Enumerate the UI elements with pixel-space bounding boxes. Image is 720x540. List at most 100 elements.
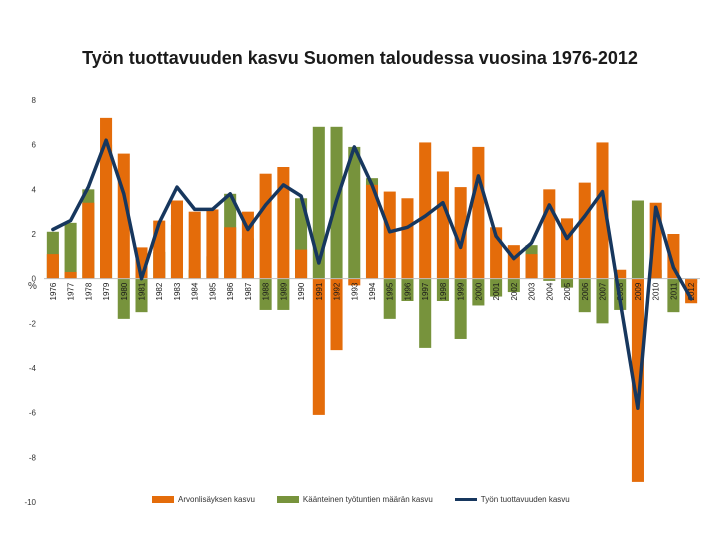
line-point xyxy=(193,207,197,211)
bar-value-added xyxy=(206,209,219,279)
x-tick-label: 1992 xyxy=(333,282,342,300)
bar-value-added xyxy=(525,254,538,279)
bar-value-added xyxy=(259,173,272,279)
bar-value-added xyxy=(596,142,609,279)
bar-value-added xyxy=(507,245,520,279)
legend-item[interactable]: Työn tuottavuuden kasvu xyxy=(454,494,570,504)
bar-value-added xyxy=(241,211,254,279)
x-tick-label: 1984 xyxy=(191,282,200,300)
bar-hours xyxy=(419,278,432,348)
x-tick-label: 2009 xyxy=(634,282,643,300)
y-tick-label: 4 xyxy=(32,185,37,194)
x-tick-label: 1987 xyxy=(244,282,253,300)
y-tick-label: -10 xyxy=(24,498,36,507)
legend-item[interactable]: Arvonlisäyksen kasvu xyxy=(152,495,255,504)
bar-value-added xyxy=(277,167,290,279)
bar-hours xyxy=(667,278,680,313)
chart-title: Työn tuottavuuden kasvu Suomen taloudess… xyxy=(82,48,638,68)
bar-hours xyxy=(277,278,290,310)
bar-value-added xyxy=(419,142,432,279)
x-tick-label: 1978 xyxy=(84,282,93,300)
y-tick-label: 6 xyxy=(32,141,37,150)
bar-hours xyxy=(631,200,644,279)
bar-hours xyxy=(560,278,574,288)
line-point xyxy=(618,299,622,303)
bar-value-added xyxy=(170,200,184,279)
x-tick-label: 2011 xyxy=(669,282,678,300)
line-point xyxy=(388,230,392,234)
bar-value-added xyxy=(543,189,556,279)
legend-swatch-productivity xyxy=(454,497,477,501)
x-tick-label: 1980 xyxy=(120,282,129,300)
x-tick-label: 1996 xyxy=(403,282,412,300)
x-tick-label: 1977 xyxy=(67,282,76,300)
line-point xyxy=(210,207,214,211)
x-tick-label: 1986 xyxy=(226,282,235,300)
y-tick-label: 8 xyxy=(32,96,37,105)
legend-label: Työn tuottavuuden kasvu xyxy=(480,494,570,504)
bar-hours xyxy=(454,278,467,339)
line-point xyxy=(476,174,480,178)
legend-item[interactable]: Käänteinen työtuntien määrän kasvu xyxy=(276,495,433,504)
x-tick-label: 1998 xyxy=(439,282,448,300)
line-point xyxy=(175,185,179,189)
line-point xyxy=(157,221,161,225)
line-point xyxy=(671,266,675,269)
y-tick-label: -8 xyxy=(29,453,37,462)
bar-hours xyxy=(507,278,520,293)
bar-hours xyxy=(383,278,396,319)
line-point xyxy=(583,214,587,218)
line-group xyxy=(51,138,693,410)
legend-label: Arvonlisäyksen kasvu xyxy=(178,494,255,504)
line-point xyxy=(140,277,144,281)
bar-hours xyxy=(472,278,485,306)
x-tick-label: 1979 xyxy=(102,282,111,300)
x-tick-label: 2007 xyxy=(598,282,607,300)
x-tick-label: 1982 xyxy=(155,282,164,300)
bar-value-added xyxy=(685,278,698,304)
x-tick-label: 1999 xyxy=(457,282,466,300)
bar-hours xyxy=(117,278,130,319)
legend-swatch-value-added xyxy=(152,495,174,503)
bar-hours xyxy=(401,278,414,301)
x-tick-label: 2012 xyxy=(687,282,696,300)
bar-hours xyxy=(490,278,503,297)
x-tick-label: 2008 xyxy=(616,282,625,300)
bar-value-added xyxy=(667,234,680,279)
bar-hours xyxy=(436,278,449,301)
legend: Arvonlisäyksen kasvu Käänteinen työtunti… xyxy=(152,492,592,506)
x-tick-label: 1989 xyxy=(279,282,288,300)
x-tick-label: 2003 xyxy=(528,282,537,300)
bar-hours xyxy=(259,278,272,310)
y-axis-label: % xyxy=(28,281,37,292)
bar-value-added xyxy=(295,249,308,279)
bar-hours xyxy=(135,278,148,313)
y-tick-label: -6 xyxy=(29,409,37,418)
x-tick-label: 2006 xyxy=(581,282,590,300)
line-point xyxy=(51,228,55,232)
x-tick-label: 1997 xyxy=(421,282,430,300)
line-point xyxy=(299,194,303,198)
x-tick-label: 1981 xyxy=(138,282,147,300)
y-tick-label: -2 xyxy=(29,319,37,328)
line-point xyxy=(494,234,498,238)
line-point xyxy=(69,219,73,223)
x-axis: 1976 1977 1978 1979 1980 1981 1982 1983 1984 1985… xyxy=(44,278,700,300)
bar-value-added xyxy=(436,171,449,279)
y-tick-label: 2 xyxy=(32,230,37,239)
bar-hours xyxy=(543,278,556,281)
line-point xyxy=(246,228,250,232)
line-point xyxy=(352,145,356,149)
x-tick-label: 1976 xyxy=(49,282,58,300)
line-point xyxy=(370,183,374,187)
bar-value-added xyxy=(64,271,77,279)
line-point xyxy=(512,257,516,261)
line-point xyxy=(689,297,693,301)
bar-value-added xyxy=(454,187,467,279)
line-point xyxy=(228,192,232,196)
line-point xyxy=(405,225,409,229)
bar-value-added xyxy=(365,184,379,279)
x-tick-label: 1994 xyxy=(368,282,377,300)
x-tick-label: 1983 xyxy=(173,282,182,300)
